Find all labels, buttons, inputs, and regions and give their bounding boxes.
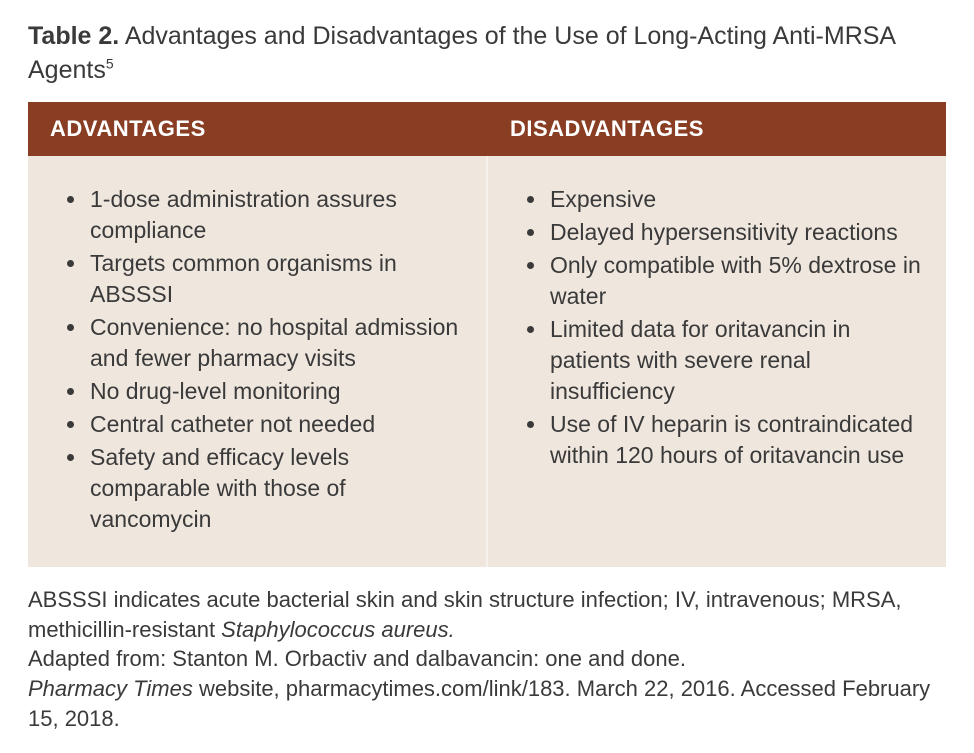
footnote-abbrev-em: Staphylococcus aureus. (221, 617, 455, 642)
list-item: Limited data for oritavancin in patients… (548, 314, 924, 407)
list-item: Only compatible with 5% dextrose in wate… (548, 250, 924, 312)
footnote-source-em: Pharmacy Times (28, 676, 193, 701)
cell-advantages: 1-dose administration assures compliance… (28, 156, 487, 568)
comparison-table: ADVANTAGES DISADVANTAGES 1-dose administ… (28, 102, 946, 568)
list-item: Convenience: no hospital admission and f… (88, 312, 464, 374)
list-item: Expensive (548, 184, 924, 215)
footnote-block: ABSSSI indicates acute bacterial skin an… (28, 585, 946, 733)
list-item: Use of IV heparin is contraindicated wit… (548, 409, 924, 471)
list-item: Targets common organisms in ABSSSI (88, 248, 464, 310)
footnote-adapted: Adapted from: Stanton M. Orbactiv and da… (28, 646, 686, 671)
list-item: No drug-level monitoring (88, 376, 464, 407)
advantages-list: 1-dose administration assures compliance… (50, 184, 464, 536)
cell-disadvantages: Expensive Delayed hypersensitivity react… (487, 156, 946, 568)
title-superscript: 5 (106, 55, 114, 71)
title-rest: Advantages and Disadvantages of the Use … (28, 22, 895, 84)
list-item: Delayed hypersensitivity reactions (548, 217, 924, 248)
col-header-disadvantages: DISADVANTAGES (487, 102, 946, 156)
list-item: 1-dose administration assures compliance (88, 184, 464, 246)
disadvantages-list: Expensive Delayed hypersensitivity react… (510, 184, 924, 471)
title-lead: Table 2. (28, 22, 119, 50)
col-header-advantages: ADVANTAGES (28, 102, 487, 156)
table-title: Table 2. Advantages and Disadvantages of… (28, 20, 954, 88)
footnote-abbrev-pre: ABSSSI indicates acute bacterial skin an… (28, 587, 902, 642)
list-item: Central catheter not needed (88, 409, 464, 440)
list-item: Safety and efficacy levels comparable wi… (88, 442, 464, 535)
